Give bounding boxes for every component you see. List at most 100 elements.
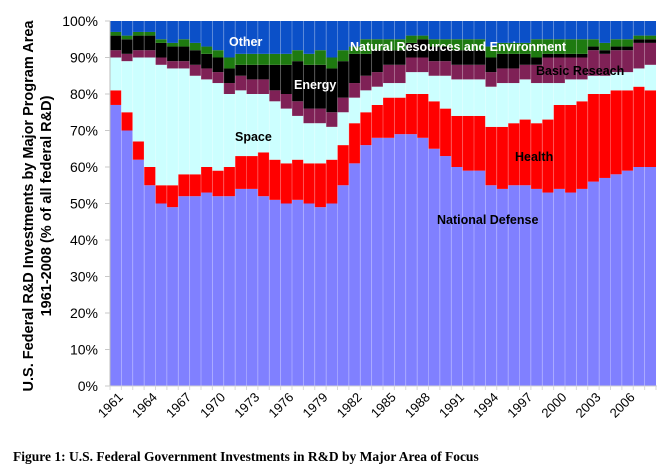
- bar-natural-resources-and-environment-1990: [439, 39, 452, 47]
- bar-health-1998: [530, 123, 543, 189]
- bar-health-1987: [405, 94, 418, 135]
- bar-energy-1983: [360, 53, 372, 76]
- bar-basic-reseach-1976: [280, 94, 293, 109]
- bar-space-2007: [633, 68, 645, 87]
- bar-energy-2001: [565, 53, 577, 58]
- bar-basic-reseach-1970: [212, 72, 224, 84]
- bar-health-1981: [337, 145, 349, 186]
- bar-natural-resources-and-environment-1972: [235, 53, 247, 65]
- bar-space-1965: [155, 64, 167, 186]
- bar-health-2008: [644, 90, 657, 167]
- bar-energy-2004: [599, 50, 611, 54]
- bar-national-defense-1979: [314, 207, 327, 386]
- bar-other-1986: [394, 21, 406, 40]
- bar-health-1967: [178, 174, 190, 197]
- bar-other-2000: [553, 21, 566, 40]
- bar-other-1980: [326, 21, 338, 58]
- bar-basic-reseach-1993: [474, 64, 486, 80]
- bar-health-2005: [610, 90, 622, 175]
- bar-health-1993: [474, 115, 486, 171]
- bar-basic-reseach-1972: [235, 75, 247, 91]
- label-health: Health: [515, 150, 553, 164]
- bar-energy-1987: [405, 42, 418, 58]
- bar-space-1984: [371, 86, 384, 105]
- x-tick-label: 1994: [470, 390, 501, 421]
- bar-basic-reseach-2001: [565, 57, 577, 80]
- bar-space-1986: [394, 83, 406, 98]
- bar-energy-1962: [121, 39, 133, 54]
- bar-basic-reseach-1969: [201, 68, 213, 80]
- bar-energy-2007: [633, 39, 645, 43]
- bar-natural-resources-and-environment-2000: [553, 39, 566, 54]
- bar-national-defense-2005: [610, 174, 622, 386]
- y-tick-label: 80%: [70, 86, 98, 102]
- x-tick-label: 2006: [607, 390, 638, 421]
- bar-space-1997: [519, 79, 531, 120]
- series-labels: Other Natural Resources and Environment …: [229, 35, 624, 227]
- bar-national-defense-1999: [542, 192, 554, 386]
- bar-national-defense-1970: [212, 196, 224, 386]
- bar-basic-reseach-1966: [166, 61, 179, 69]
- bar-other-2003: [587, 21, 600, 40]
- bar-other-2001: [565, 21, 577, 40]
- bar-basic-reseach-1979: [314, 108, 327, 124]
- bar-basic-reseach-1986: [394, 64, 406, 84]
- bar-national-defense-1967: [178, 196, 190, 386]
- bar-energy-1975: [269, 64, 281, 91]
- bar-space-1970: [212, 83, 224, 171]
- bar-other-1991: [451, 21, 463, 40]
- bar-basic-reseach-1991: [451, 64, 463, 80]
- bar-health-1999: [542, 119, 554, 193]
- bar-national-defense-2008: [644, 167, 657, 386]
- label-national-defense: National Defense: [437, 213, 538, 227]
- bar-basic-reseach-2000: [553, 57, 566, 84]
- bar-other-1970: [212, 21, 224, 51]
- x-tick-label: 1964: [129, 390, 160, 421]
- bar-national-defense-2004: [599, 177, 611, 386]
- bar-natural-resources-and-environment-2007: [633, 35, 645, 40]
- bar-space-1963: [132, 57, 145, 142]
- bar-space-1996: [508, 83, 520, 124]
- bar-natural-resources-and-environment-1962: [121, 35, 133, 40]
- bar-energy-1981: [337, 61, 349, 98]
- bar-natural-resources-and-environment-1981: [337, 50, 349, 62]
- bar-energy-1996: [508, 53, 520, 69]
- x-tick-label: 2003: [573, 390, 604, 421]
- bar-space-1968: [189, 75, 202, 175]
- bar-national-defense-1990: [439, 156, 452, 386]
- bar-health-1973: [246, 156, 258, 189]
- bar-health-1985: [383, 97, 395, 138]
- bar-national-defense-1978: [303, 203, 315, 386]
- bar-energy-1988: [417, 39, 429, 58]
- bar-other-1989: [428, 21, 440, 40]
- bar-health-1972: [235, 156, 247, 189]
- bar-natural-resources-and-environment-1998: [530, 39, 543, 58]
- x-tick-label: 1976: [265, 390, 296, 421]
- bar-health-2002: [576, 101, 588, 189]
- bar-national-defense-1986: [394, 134, 406, 386]
- bar-space-1964: [144, 57, 156, 167]
- bar-energy-1994: [485, 57, 497, 73]
- bar-space-1978: [303, 123, 315, 164]
- bar-national-defense-1968: [189, 196, 202, 386]
- bar-natural-resources-and-environment-1975: [269, 53, 281, 65]
- bar-energy-1964: [144, 35, 156, 51]
- bar-basic-reseach-1998: [530, 64, 543, 84]
- bar-basic-reseach-1974: [257, 79, 270, 94]
- bar-national-defense-2002: [576, 188, 588, 386]
- bar-health-1994: [485, 126, 497, 186]
- bar-energy-1982: [348, 53, 361, 84]
- bar-energy-1977: [292, 61, 304, 102]
- x-tick-label: 1982: [334, 390, 365, 421]
- bar-energy-1965: [155, 42, 167, 58]
- y-tick-label: 60%: [70, 159, 98, 175]
- bar-energy-2006: [621, 46, 634, 51]
- bar-basic-reseach-2002: [576, 57, 588, 80]
- bar-energy-1974: [257, 64, 270, 80]
- bar-basic-reseach-1964: [144, 50, 156, 58]
- bar-natural-resources-and-environment-2006: [621, 39, 634, 47]
- x-ticks: 1961 1964 1967 1970 1973 1976 1979 1982 1985 1988…: [95, 386, 657, 421]
- y-tick-label: 50%: [70, 196, 98, 212]
- bar-energy-1992: [462, 50, 475, 65]
- bar-health-1997: [519, 119, 531, 186]
